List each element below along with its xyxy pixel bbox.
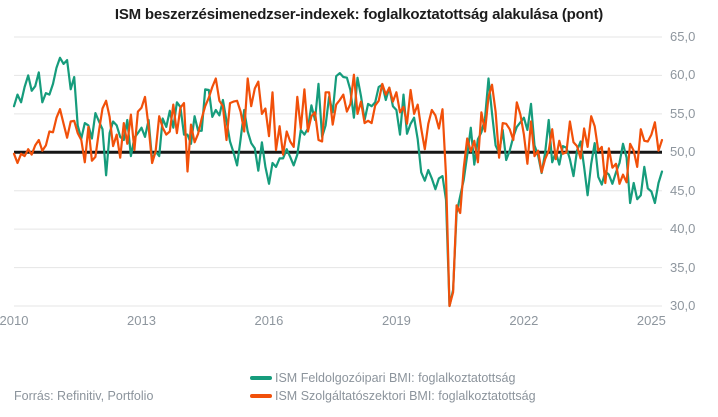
x-axis-tick-label: 2016 [254,313,284,328]
x-axis-tick-label: 2010 [0,313,29,328]
services-line-swatch [250,394,272,398]
y-axis-tick-label: 50,0 [670,144,696,160]
legend-label-manufacturing: ISM Feldolgozóipari BMI: foglalkoztatott… [275,371,516,385]
y-axis-tick-label: 55,0 [670,105,696,121]
x-axis-tick-label: 2022 [509,313,539,328]
gridlines [14,36,662,307]
y-axis-tick-label: 60,0 [670,67,696,83]
y-axis-tick-label: 30,0 [670,298,696,313]
x-axis-tick-label: 2019 [381,313,411,328]
chart-title: ISM beszerzésimenedzser-indexek: foglalk… [114,6,604,23]
x-axis-tick-label: 2025 [636,313,666,328]
x-axis-tick-label: 2013 [127,313,156,328]
legend-label-services: ISM Szolgáltatószektori BMI: foglalkozta… [275,389,536,403]
y-axis-tick-label: 40,0 [670,221,696,237]
services-line [12,73,664,308]
legend-item-manufacturing: ISM Feldolgozóipari BMI: foglalkoztatott… [250,371,536,385]
manufacturing-line [12,56,664,308]
y-axis-tick-label: 65,0 [670,29,696,44]
source-note: Forrás: Refinitiv, Portfolio [14,389,154,403]
y-axis-tick-label: 35,0 [670,259,696,275]
y-axis-tick-label: 45,0 [670,182,696,198]
legend: ISM Feldolgozóipari BMI: foglalkoztatott… [250,371,536,403]
legend-item-services: ISM Szolgáltatószektori BMI: foglalkozta… [250,389,536,403]
manufacturing-line-swatch [250,376,272,380]
